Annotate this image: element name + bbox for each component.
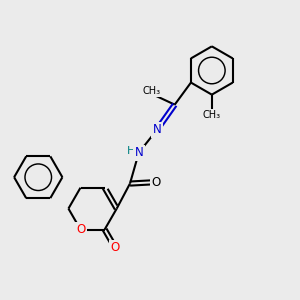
- Text: N: N: [153, 123, 161, 136]
- Text: CH₃: CH₃: [142, 86, 160, 96]
- Text: H: H: [126, 146, 135, 156]
- Text: O: O: [152, 176, 161, 189]
- Text: CH₃: CH₃: [203, 110, 221, 120]
- Text: O: O: [111, 242, 120, 254]
- Text: N: N: [134, 146, 143, 159]
- Text: O: O: [76, 223, 85, 236]
